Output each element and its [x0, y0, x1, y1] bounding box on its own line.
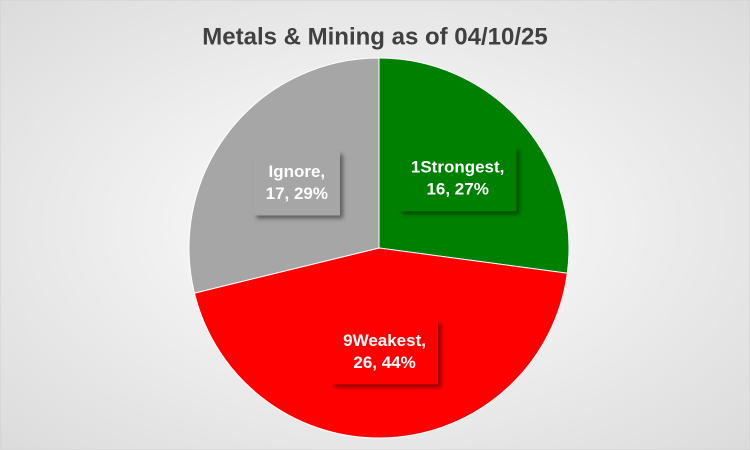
- label-box: [398, 147, 517, 212]
- label-text: Ignore,: [268, 162, 325, 181]
- data-label: Ignore, 17, 29%: [253, 151, 341, 216]
- label-text: 1Strongest,: [411, 158, 505, 177]
- data-label: 1Strongest, 16, 27%: [398, 147, 517, 212]
- label-box: [253, 151, 341, 216]
- chart-title: Metals & Mining as of 04/10/25: [202, 23, 547, 50]
- label-box: [331, 320, 438, 385]
- labels: 1Strongest, 16, 27% 9Weakest, 26, 44% Ignore…: [253, 147, 517, 385]
- label-text: 9Weakest,: [343, 331, 426, 350]
- label-text: 17, 29%: [266, 184, 328, 203]
- label-text: 26, 44%: [353, 353, 415, 372]
- label-text: 16, 27%: [426, 180, 488, 199]
- data-label: 9Weakest, 26, 44%: [331, 320, 438, 385]
